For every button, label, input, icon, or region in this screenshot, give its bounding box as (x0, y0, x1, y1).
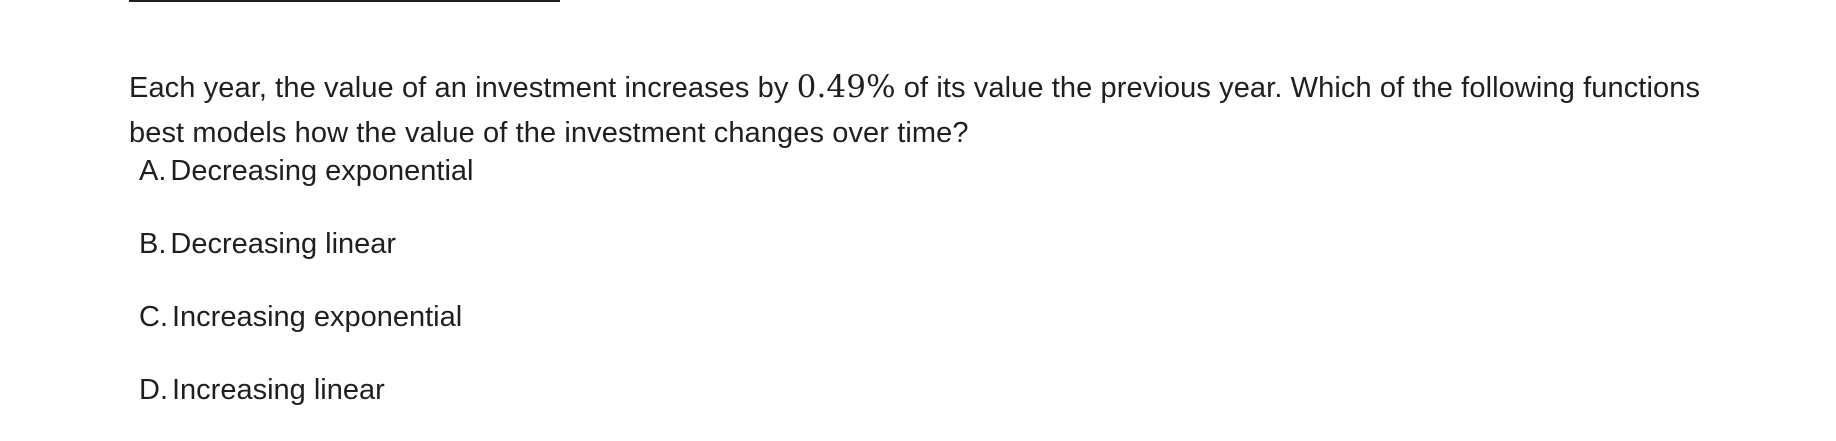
choice-letter: B. (139, 228, 167, 260)
choice-c[interactable]: C. Increasing exponential (139, 295, 474, 368)
choice-text: Decreasing linear (170, 228, 397, 260)
top-divider (129, 0, 560, 2)
choice-letter: A. (139, 155, 167, 187)
percentage-value: 0.49% (796, 69, 896, 105)
choice-text: Decreasing exponential (170, 155, 474, 187)
choice-letter: D. (139, 374, 168, 406)
choice-d[interactable]: D. Increasing linear (139, 368, 474, 441)
question-text-after: of its value the previous year. Which of… (129, 72, 1701, 149)
choice-text: Increasing linear (172, 374, 385, 406)
question-text: Each year, the value of an investment in… (129, 65, 1729, 156)
answer-choices: A. Decreasing exponential B. Decreasing li… (139, 149, 474, 441)
choice-b[interactable]: B. Decreasing linear (139, 222, 474, 295)
choice-a[interactable]: A. Decreasing exponential (139, 149, 474, 222)
question-text-before: Each year, the value of an investment in… (129, 72, 797, 104)
choice-text: Increasing exponential (172, 301, 463, 333)
choice-letter: C. (139, 301, 168, 333)
